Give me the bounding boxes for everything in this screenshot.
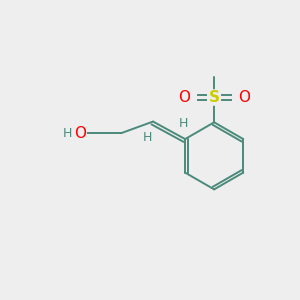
Text: O: O	[238, 90, 250, 105]
Text: H: H	[142, 131, 152, 144]
Text: H: H	[63, 127, 73, 140]
Text: O: O	[178, 90, 190, 105]
Text: H: H	[179, 117, 188, 130]
Text: O: O	[74, 126, 86, 141]
Text: S: S	[209, 90, 220, 105]
